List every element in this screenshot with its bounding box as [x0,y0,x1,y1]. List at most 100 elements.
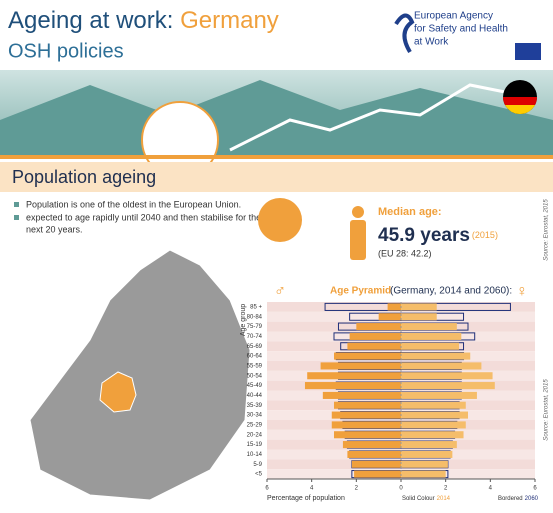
x-tick-label: 2 [444,486,448,492]
x-axis-label: Percentage of population [267,495,345,502]
bar [401,352,471,360]
person-icon [350,220,366,260]
median-eu: (EU 28: 42.2) [378,248,432,258]
bar [401,441,457,449]
bar [342,441,401,449]
bar [334,401,401,409]
bullet-text: Population is one of the oldest in the E… [26,199,241,209]
y-tick-label: 25-29 [247,422,263,428]
bar [401,323,457,331]
subtitle: OSH policies [8,40,124,62]
legend-entry: 2060 [525,496,539,502]
agency-name: for Safety and Health [414,24,508,35]
bar [356,323,401,331]
agency-name: at Work [414,37,449,48]
legend: Solid Colour 2014 [402,496,451,502]
bar [334,352,401,360]
bar [401,470,446,478]
x-tick-label: 2 [355,486,359,492]
bar [401,303,437,311]
bullet [14,215,19,220]
stripe [0,155,553,159]
bar [387,303,401,311]
y-tick-label: 30-34 [247,413,263,419]
bar [351,460,401,468]
germany [99,371,137,413]
bar [354,470,401,478]
bar [401,411,468,419]
legend-entry: Solid Colour [402,496,435,502]
section-bar [0,162,553,192]
median-icon [258,198,302,242]
x-tick-label: 6 [533,486,537,492]
chart-subtitle: (Germany, 2014 and 2060): [390,286,512,297]
bar [401,342,460,350]
legend: Bordered 2060 [498,496,539,502]
y-tick-label: 50-54 [247,373,263,379]
median-label: Median age: [378,206,442,218]
y-tick-label: 60-64 [247,354,263,360]
bar [349,332,401,340]
y-axis-label: Age group [240,304,247,336]
bar [331,421,401,429]
section-title: Population ageing [12,167,156,187]
bar [378,313,401,321]
bar [401,372,493,380]
bar [322,391,401,399]
agency-name: European Agency [414,11,493,22]
mountains [0,80,553,155]
y-tick-label: 35-39 [247,403,263,409]
europe-map [29,249,251,501]
eu-flag [515,43,541,60]
bar [401,421,466,429]
trend-line [229,83,521,152]
bar [334,431,401,439]
bar [304,382,401,390]
bar [320,362,401,370]
bar [347,342,401,350]
male-symbol: ♂ [274,283,286,300]
y-tick-label: 55-59 [247,363,263,369]
bar [331,411,401,419]
y-tick-label: <5 [255,472,263,478]
bar [401,460,448,468]
x-tick-label: 4 [310,486,314,492]
y-tick-label: 70-74 [247,334,263,340]
chart-title: Age Pyramid [330,286,391,297]
y-tick-label: 10-14 [247,452,263,458]
bullet-text: expected to age rapidly until 2040 and t… [26,212,261,222]
person-icon [352,206,364,218]
legend-entry: Bordered [498,496,523,502]
y-tick-label: 80-84 [247,314,263,320]
y-tick-label: 45-49 [247,383,263,389]
y-tick-label: 40-44 [247,393,263,399]
x-tick-label: 4 [489,486,493,492]
bar [401,313,437,321]
median-value: 45.9 years (2015) [378,225,498,246]
bar [401,391,477,399]
x-tick-label: 6 [265,486,269,492]
female-symbol: ♀ [516,283,528,300]
y-tick-label: 20-24 [247,432,263,438]
agency-logo [394,13,415,54]
x-tick-label: 0 [399,486,403,492]
bullet-text: next 20 years. [26,224,83,234]
bar [401,382,495,390]
legend-entry: 2014 [437,496,451,502]
bar [401,431,464,439]
bar [401,332,462,340]
y-tick-label: 85 + [250,304,262,310]
y-tick-label: 15-19 [247,442,263,448]
y-tick-label: 75-79 [247,324,263,330]
bar [347,450,401,458]
de-flag [505,105,535,114]
de-flag [503,97,537,105]
y-tick-label: 65-69 [247,344,263,350]
bar [401,450,453,458]
bar [307,372,401,380]
y-tick-label: 5-9 [253,462,262,468]
bar [401,401,466,409]
bullet [14,202,19,207]
